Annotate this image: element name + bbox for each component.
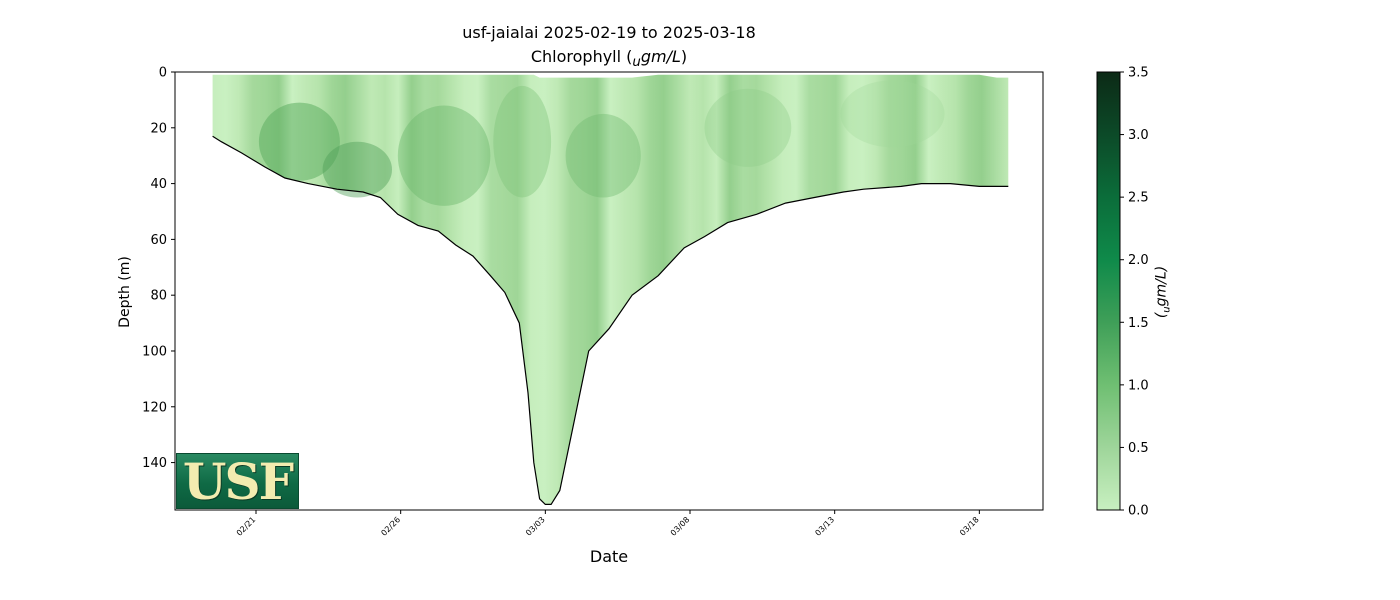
- x-tick-label: 03/08: [669, 515, 692, 538]
- y-tick-label: 120: [142, 400, 167, 415]
- x-tick-label: 02/21: [235, 515, 258, 538]
- colorbar: [1096, 71, 1121, 511]
- data-layer: [212, 74, 1009, 505]
- chlorophyll-patch: [565, 113, 641, 198]
- x-tick-label: 03/03: [524, 515, 547, 538]
- y-tick-label: 80: [150, 289, 167, 304]
- colorbar-tick-label: 3.0: [1128, 128, 1149, 143]
- y-axis-label: Depth (m): [117, 256, 133, 328]
- chlorophyll-field: [212, 74, 1009, 505]
- y-axis: 0 20 40 60 80 100 120 140: [142, 66, 175, 471]
- plot-frame: [174, 71, 1044, 511]
- colorbar-tick-label: 2.0: [1128, 253, 1149, 268]
- colorbar-tick-label: 3.5: [1128, 66, 1149, 81]
- x-axis: 02/21 02/26 03/03 03/08 03/13 03/18: [235, 510, 981, 538]
- colorbar-tick-label: 2.5: [1128, 191, 1149, 206]
- x-axis-label: Date: [589, 547, 629, 566]
- chart-subtitle: Chlorophyll (ugm/L): [531, 47, 687, 70]
- y-tick-label: 60: [150, 233, 167, 248]
- subtitle-unit: gm/L: [640, 47, 681, 66]
- chart-title: usf-jaialai 2025-02-19 to 2025-03-18: [462, 23, 756, 42]
- y-tick-label: 20: [150, 121, 167, 136]
- colorbar-axis: 0.0 0.5 1.0 1.5 2.0 2.5 3.0 3.5: [1120, 66, 1149, 519]
- colorbar-tick-label: 0.0: [1128, 504, 1149, 519]
- chlorophyll-patch: [704, 88, 792, 167]
- colorbar-label: (ugm/L): [1153, 265, 1173, 319]
- chlorophyll-patch: [493, 85, 552, 198]
- subtitle-unit-sub: u: [632, 55, 641, 71]
- y-tick-label: 0: [159, 66, 167, 81]
- x-tick-label: 02/26: [379, 515, 402, 538]
- x-tick-label: 03/13: [813, 515, 836, 538]
- y-tick-label: 100: [142, 344, 167, 359]
- colorbar-tick-label: 1.5: [1128, 316, 1149, 331]
- chlorophyll-patch: [322, 141, 392, 198]
- profile-bottom-line: [212, 135, 1009, 505]
- chlorophyll-patch: [840, 80, 945, 148]
- colorbar-label-sub: u: [1161, 306, 1173, 313]
- usf-logo-text: USF: [182, 451, 294, 511]
- y-tick-label: 40: [150, 177, 167, 192]
- colorbar-label-unit: gm/L: [1153, 271, 1170, 307]
- usf-logo: USF: [176, 451, 299, 511]
- x-tick-label: 03/18: [958, 515, 981, 538]
- chlorophyll-patch: [397, 105, 491, 206]
- colorbar-tick-label: 0.5: [1128, 441, 1149, 456]
- chlorophyll-patch: [258, 102, 340, 181]
- subtitle-prefix: Chlorophyll (: [530, 47, 633, 66]
- subtitle-suffix: ): [680, 47, 688, 66]
- colorbar-tick-label: 1.0: [1128, 378, 1149, 393]
- y-tick-label: 140: [142, 456, 167, 471]
